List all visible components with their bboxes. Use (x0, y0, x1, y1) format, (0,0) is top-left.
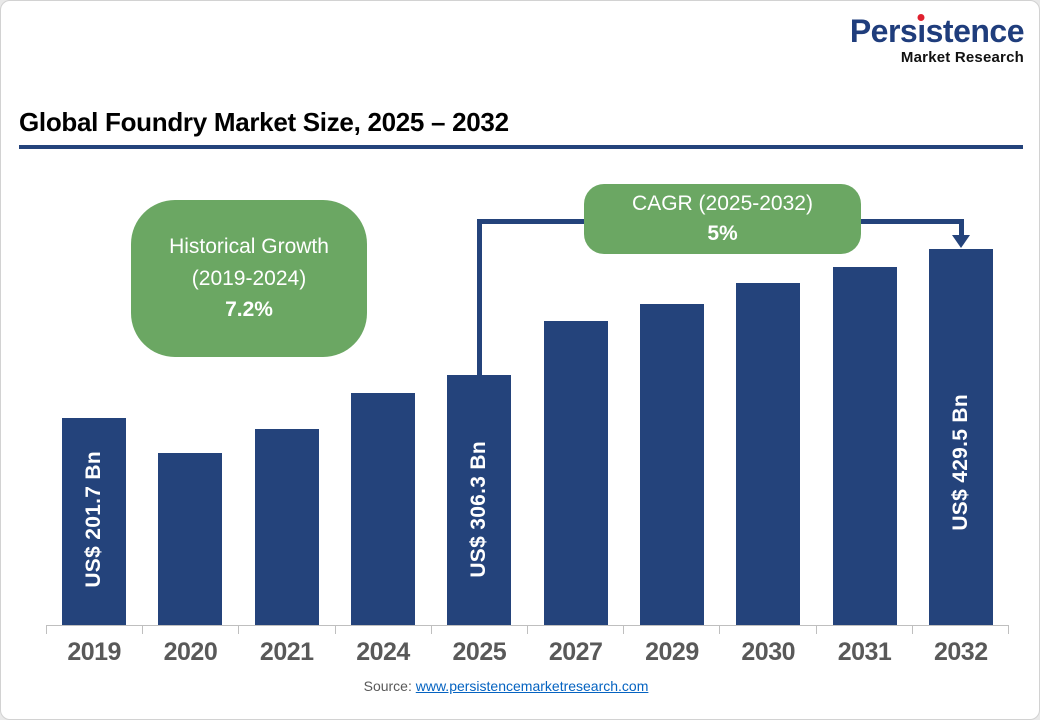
brand-logo-tagline: Market Research (900, 49, 1024, 66)
bar-2032: US$ 429.5 Bn (928, 249, 993, 625)
bar-column-2031 (816, 249, 912, 625)
bar-value-label-2025: US$ 306.3 Bn (467, 441, 491, 578)
bar-2027 (543, 321, 608, 625)
x-axis-label-2031: 2031 (837, 638, 892, 666)
source-link[interactable]: www.persistencemarketresearch.com (415, 678, 649, 694)
bar-column-2019: US$ 201.7 Bn (46, 249, 142, 625)
x-axis-label-2032: 2032 (934, 638, 988, 666)
axis-tick-cell (336, 626, 432, 634)
x-axis-label-2027: 2027 (548, 638, 603, 666)
bar-column-2020 (142, 249, 238, 625)
cagr-connector-vertical-right (959, 219, 964, 236)
axis-tick-cell (913, 626, 1010, 634)
x-axis-label-2025: 2025 (452, 638, 507, 666)
bar-2031 (832, 267, 897, 625)
x-axis-label-2029: 2029 (645, 638, 699, 666)
page-title: Global Foundry Market Size, 2025 – 2032 (19, 107, 509, 137)
cagr-connector-arrow-down-icon (952, 235, 970, 248)
bar-column-2021 (239, 249, 335, 625)
brand-logo-wordmark: Persıstence (849, 13, 1025, 49)
axis-tick-cell (239, 626, 336, 634)
x-axis-label-2030: 2030 (741, 638, 796, 666)
bar-2029 (639, 304, 704, 625)
x-axis-label-2024: 2024 (356, 638, 410, 666)
x-axis-label-2020: 2020 (163, 638, 218, 666)
axis-tick-cell (432, 626, 529, 634)
brand-logo-red-dot-i: ı (917, 13, 926, 49)
x-axis-label-2019: 2019 (67, 638, 121, 666)
cagr-connector-vertical-left (477, 219, 482, 375)
bar-chart: US$ 201.7 Bn US$ 306.3 Bn US$ 429.5 Bn (46, 249, 1009, 625)
bar-column-2030 (720, 249, 816, 625)
axis-tick-cell (817, 626, 913, 634)
historical-growth-line1: Historical Growth (169, 234, 329, 258)
historical-growth-line2: (2019-2024) (191, 266, 307, 290)
brand-logo-text-suffix: stence (925, 13, 1025, 49)
bar-value-label-2032: US$ 429.5 Bn (948, 394, 972, 531)
cagr-value: 5% (707, 222, 738, 245)
source-line: Source: www.persistencemarketresearch.co… (1, 678, 1011, 694)
bar-column-2025: US$ 306.3 Bn (431, 249, 527, 625)
source-label: Source: (363, 678, 412, 694)
x-axis (46, 625, 1010, 634)
brand-logo-text-prefix: Pers (849, 13, 918, 49)
bar-2020 (158, 453, 223, 625)
bar-column-2024 (335, 249, 431, 625)
bar-2025: US$ 306.3 Bn (447, 375, 512, 625)
historical-growth-value: 7.2% (225, 298, 273, 322)
bar-column-2032: US$ 429.5 Bn (913, 249, 1009, 625)
bar-column-2027 (527, 249, 623, 625)
bar-2019: US$ 201.7 Bn (62, 418, 127, 625)
axis-tick-cell (720, 626, 817, 634)
axis-tick-cell (143, 626, 240, 634)
brand-logo: Persıstence Market Research (849, 13, 1025, 66)
x-axis-label-2021: 2021 (259, 638, 314, 666)
axis-tick-cell (47, 626, 144, 634)
historical-growth-callout: Historical Growth (2019-2024) 7.2% (131, 200, 367, 357)
bar-value-label-2019: US$ 201.7 Bn (82, 451, 106, 588)
x-axis-labels: 2019 2020 2021 2024 2025 2027 2029 2030 2031 2032 (46, 638, 1009, 667)
axis-tick-cell (528, 626, 625, 634)
title-block: Global Foundry Market Size, 2025 – 2032 (19, 107, 1023, 149)
title-underline (19, 145, 1023, 149)
bar-2024 (351, 393, 416, 625)
cagr-callout: CAGR (2025-2032) 5% (584, 184, 861, 254)
bar-2021 (254, 429, 319, 625)
axis-tick-cell (624, 626, 721, 634)
cagr-line1: CAGR (2025-2032) (632, 192, 813, 216)
bar-2030 (736, 283, 801, 625)
bar-column-2029 (624, 249, 720, 625)
